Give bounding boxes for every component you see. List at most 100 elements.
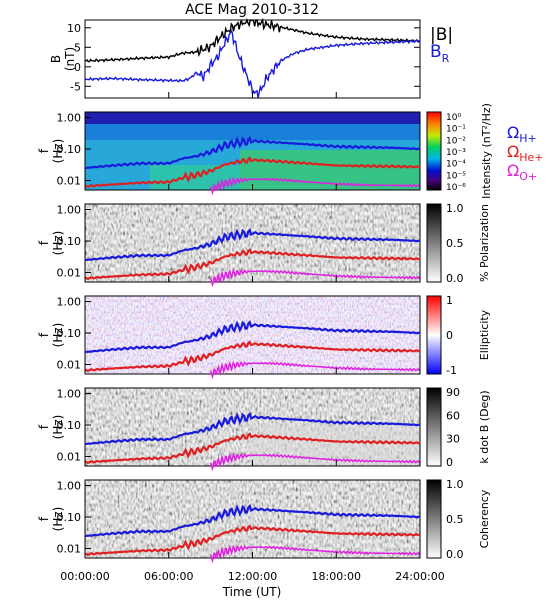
coherency-colorbar-tick-2: 0.0 — [446, 548, 464, 561]
coherency-spectrogram — [85, 480, 420, 558]
intensity-colorbar-tick-1: 10⁻¹ — [446, 125, 466, 135]
intensity-yunit: (Hz) — [51, 139, 65, 164]
kdotb-y-tick-label-1: 0.10 — [57, 419, 82, 432]
polarization-gyro-line-heplus — [84, 248, 421, 281]
ellipticity-gyro-line-oplus — [209, 360, 421, 380]
intensity-gyro-line-hplus — [84, 135, 421, 170]
ellipticity-y-tick-label-0: 1.00 — [57, 296, 82, 309]
intensity-colorbar-tick-6: 10⁻⁶ — [446, 183, 466, 193]
coherency-colorbar-tick-0: 1.0 — [446, 478, 464, 491]
panel-intensity: 1.000.100.01f (Hz) 10⁰10⁻¹10⁻²10⁻³10⁻⁴10⁻… — [37, 103, 544, 199]
coherency-gyro-lines — [84, 503, 421, 564]
gyro-legend-symbol-2: Ω — [507, 161, 519, 180]
coherency-y-tick-label-2: 0.01 — [57, 543, 82, 556]
coherency-colorbar — [426, 479, 442, 559]
b-field-yunit: (nT) — [63, 47, 77, 71]
ellipticity-y-tick-label-1: 0.10 — [57, 327, 82, 340]
polarization-gyro-line-oplus — [209, 268, 421, 288]
intensity-ylabel: f — [37, 148, 51, 153]
gyro-legend-heplus: ΩHe+ — [507, 142, 544, 164]
polarization-gyro-lines — [84, 227, 421, 288]
legend-b-radial-sub: R — [442, 52, 450, 65]
coherency-colorbar-label: Coherency — [478, 489, 491, 548]
x-axis-ticks: 00:00:00 06:00:00 12:00:00 18:00:00 24:00:00 — [60, 92, 445, 583]
kdotb-y-ticks: 1.00 0.10 0.01 f (Hz) — [37, 388, 91, 464]
intensity-y-ticks: 1.00 0.10 0.01 f (Hz) — [37, 112, 91, 188]
coherency-gyro-line-oplus — [209, 544, 421, 564]
kdotb-y-tick-label-2: 0.01 — [57, 451, 82, 464]
intensity-y-tick-label-1: 0.10 — [57, 143, 82, 156]
gyro-legend-sub-0: H+ — [519, 132, 537, 145]
intensity-y-tick-label-0: 1.00 — [57, 112, 82, 125]
figure-title: ACE Mag 2010-312 — [185, 2, 319, 18]
coherency-gyro-line-heplus — [84, 524, 421, 557]
intensity-gyro-line-oplus — [209, 176, 421, 196]
b-field-y-tick-label-0: 10 — [67, 22, 81, 35]
polarization-colorbar-label: % Polarization — [478, 204, 491, 282]
intensity-gyro-line-heplus — [84, 156, 421, 189]
polarization-y-tick-label-0: 1.00 — [57, 204, 82, 217]
coherency-y-tick-label-0: 1.00 — [57, 480, 82, 493]
intensity-gyro-lines — [84, 135, 421, 196]
kdotb-gyro-line-oplus — [209, 452, 421, 472]
kdotb-colorbar-label: k dot B (Deg) — [478, 390, 491, 463]
intensity-colorbar-tick-3: 10⁻³ — [446, 148, 466, 158]
kdotb-colorbar-tick-2: 30 — [446, 433, 460, 446]
polarization-y-tick-label-1: 0.10 — [57, 235, 82, 248]
b-field-y-tick-label-3: -5 — [70, 80, 81, 93]
polarization-colorbar — [426, 203, 442, 283]
b-field-y-ticks: 10 5 0 -5 — [67, 22, 420, 93]
kdotb-ylabel: f — [37, 424, 51, 429]
kdotb-gyro-line-hplus — [84, 411, 421, 446]
kdotb-yunit: (Hz) — [51, 415, 65, 440]
polarization-gyro-line-hplus — [84, 227, 421, 262]
coherency-gyro-line-hplus — [84, 503, 421, 538]
x-tick-label-4: 24:00:00 — [395, 570, 444, 583]
panel-ellipticity: 1.00 0.10 0.01 f (Hz) 1 0 -1 Ellipticity — [37, 294, 491, 380]
gyro-legend-sub-1: He+ — [519, 151, 543, 164]
polarization-colorbar-tick-2: 0.0 — [446, 272, 464, 285]
x-axis-label: Time (UT) — [222, 585, 282, 599]
ellipticity-colorbar-ticks: 1 0 -1 — [446, 294, 457, 377]
polarization-y-ticks: 1.00 0.10 0.01 f (Hz) — [37, 204, 91, 280]
ellipticity-colorbar-label: Ellipticity — [478, 309, 491, 360]
polarization-yunit: (Hz) — [51, 231, 65, 256]
polarization-colorbar-tick-0: 1.0 — [446, 202, 464, 215]
ellipticity-blue-texture — [85, 296, 420, 374]
coherency-ylabel: f — [37, 516, 51, 521]
ellipticity-colorbar — [426, 295, 442, 375]
kdotb-gyro-line-heplus — [84, 432, 421, 465]
gyro-legend-symbol-1: Ω — [507, 142, 519, 161]
kdotb-colorbar-tick-1: 60 — [446, 409, 460, 422]
kdotb-colorbar-tick-0: 90 — [446, 386, 460, 399]
kdotb-gyro-lines — [84, 411, 421, 472]
b-field-y-tick-label-2: 0 — [74, 61, 81, 74]
ellipticity-gyro-lines — [84, 319, 421, 380]
gyro-legend-oplus: ΩO+ — [507, 161, 537, 183]
intensity-colorbar — [426, 111, 442, 191]
gyro-legend-hplus: ΩH+ — [507, 123, 537, 145]
ellipticity-y-ticks: 1.00 0.10 0.01 f (Hz) — [37, 296, 91, 372]
coherency-colorbar-ticks: 1.0 0.5 0.0 — [446, 478, 464, 561]
panel-kdotb: 1.00 0.10 0.01 f (Hz) 90 60 30 0 k dot B (Deg) — [37, 386, 491, 472]
b-field-series-magnitude — [84, 17, 421, 63]
gyro-legend-symbol-0: Ω — [507, 123, 519, 142]
coherency-y-tick-label-1: 0.10 — [57, 511, 82, 524]
legend-b-radial-main: B — [430, 42, 442, 62]
b-field-ylabel: B — [49, 55, 63, 63]
ellipticity-gyro-line-hplus — [84, 319, 421, 354]
x-tick-label-3: 18:00:00 — [312, 570, 361, 583]
polarization-spectrogram — [85, 204, 420, 282]
legend-b-radial: BR — [430, 42, 450, 65]
coherency-yunit: (Hz) — [51, 507, 65, 532]
x-tick-label-0: 00:00:00 — [60, 570, 109, 583]
legend-b-magnitude: |B| — [430, 25, 453, 45]
intensity-colorbar-ticks: 10⁰ 10⁻¹10⁻² 10⁻³ 10⁻⁴10⁻⁵ 10⁻⁶ — [446, 113, 466, 193]
panel-polarization: 1.00 0.10 0.01 f (Hz) 1.0 0.5 0.0 % Polarizati… — [37, 202, 491, 288]
coherency-y-ticks: 1.00 0.10 0.01 f (Hz) — [37, 480, 91, 556]
panel-coherency: 1.00 0.10 0.01 f (Hz) 1.0 0.5 0.0 Coherency — [37, 478, 491, 564]
x-tick-label-2: 12:00:00 — [228, 570, 277, 583]
polarization-colorbar-ticks: 1.0 0.5 0.0 — [446, 202, 464, 285]
